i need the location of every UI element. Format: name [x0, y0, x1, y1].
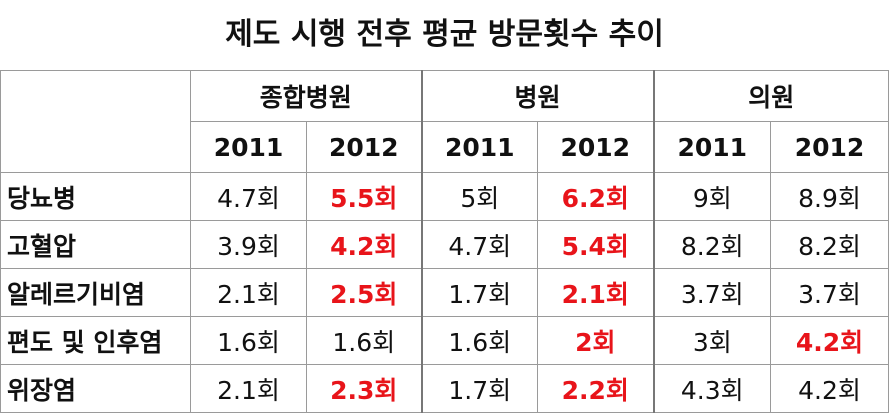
- cell: 4.7회: [420, 220, 539, 269]
- cell: 8.2회: [652, 220, 772, 269]
- cell: 2.3회: [305, 364, 423, 413]
- title: 제도 시행 전후 평균 방문횟수 추이: [225, 17, 664, 52]
- cell: 1.6회: [420, 316, 539, 365]
- cell: 8.9회: [770, 172, 889, 221]
- year-header: 2011: [420, 121, 539, 173]
- cell: 2.5회: [305, 268, 423, 317]
- cell: 8.2회: [770, 220, 889, 269]
- group-header: 병원: [420, 70, 655, 122]
- data-row: 위장염 2.1회 2.3회 1.7회 2.2회 4.3회 4.2회: [0, 364, 889, 413]
- year-header: 2012: [305, 121, 423, 173]
- row-label: 당뇨병: [0, 172, 191, 221]
- cell: 4.7회: [190, 172, 307, 221]
- row-label: 위장염: [0, 364, 191, 413]
- cell: 1.6회: [190, 316, 307, 365]
- year-header: 2012: [770, 121, 889, 173]
- cell: 9회: [652, 172, 772, 221]
- cell: 4.3회: [652, 364, 772, 413]
- cell: 4.2회: [770, 316, 889, 365]
- cell: 3.9회: [190, 220, 307, 269]
- data-row: 고혈압 3.9회 4.2회 4.7회 5.4회 8.2회 8.2회: [0, 220, 889, 269]
- cell: 2회: [537, 316, 655, 365]
- cell: 2.1회: [537, 268, 655, 317]
- cell: 5.4회: [537, 220, 655, 269]
- cell: 5.5회: [305, 172, 423, 221]
- corner-cell: [0, 70, 191, 173]
- row-label: 알레르기비염: [0, 268, 191, 317]
- cell: 2.1회: [190, 268, 307, 317]
- row-label: 고혈압: [0, 220, 191, 269]
- cell: 3.7회: [652, 268, 772, 317]
- header-row: 종합병원 병원 의원: [0, 70, 889, 173]
- cell: 4.2회: [305, 220, 423, 269]
- cell: 2.1회: [190, 364, 307, 413]
- cell: 3회: [652, 316, 772, 365]
- row-label: 편도 및 인후염: [0, 316, 191, 365]
- cell: 1.7회: [420, 268, 539, 317]
- cell: 1.6회: [305, 316, 423, 365]
- year-header: 2011: [190, 121, 307, 173]
- cell: 6.2회: [537, 172, 655, 221]
- year-header: 2012: [537, 121, 655, 173]
- data-row: 편도 및 인후염 1.6회 1.6회 1.6회 2회 3회 4.2회: [0, 316, 889, 365]
- cell: 4.2회: [770, 364, 889, 413]
- table: 종합병원 병원 의원 2011 2012 2011 2012 2011 2012 당뇨병 4.7회 5…: [0, 70, 889, 413]
- data-row: 당뇨병 4.7회 5.5회 5회 6.2회 9회 8.9회: [0, 172, 889, 221]
- group-header: 의원: [652, 70, 889, 122]
- cell: 1.7회: [420, 364, 539, 413]
- year-header: 2011: [652, 121, 772, 173]
- cell: 2.2회: [537, 364, 655, 413]
- cell: 5회: [420, 172, 539, 221]
- group-header: 종합병원: [189, 70, 423, 122]
- data-row: 알레르기비염 2.1회 2.5회 1.7회 2.1회 3.7회 3.7회: [0, 268, 889, 317]
- cell: 3.7회: [770, 268, 889, 317]
